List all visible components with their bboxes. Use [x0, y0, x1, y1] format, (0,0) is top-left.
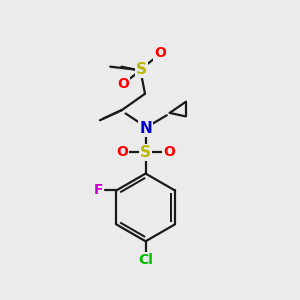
Text: O: O — [163, 146, 175, 159]
Text: O: O — [117, 77, 129, 91]
Text: O: O — [116, 146, 128, 159]
Text: N: N — [139, 121, 152, 136]
Text: F: F — [93, 183, 103, 197]
Text: S: S — [136, 62, 147, 77]
Text: Cl: Cl — [138, 254, 153, 267]
Text: O: O — [154, 46, 166, 60]
Text: S: S — [140, 145, 151, 160]
